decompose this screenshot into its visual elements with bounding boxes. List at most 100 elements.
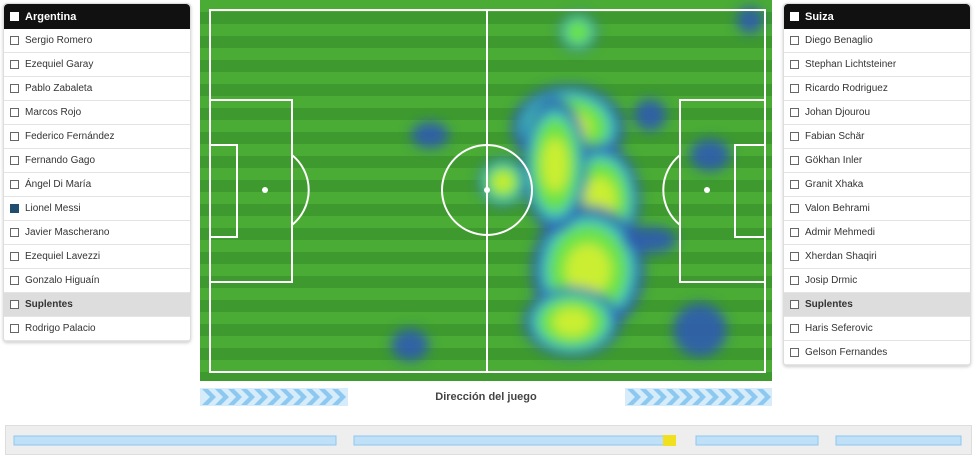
label: Gökhan Inler	[805, 155, 863, 166]
label: Rodrigo Palacio	[25, 323, 96, 334]
heat-blob	[493, 172, 513, 192]
heat-blob	[411, 121, 449, 149]
player-row[interactable]: Rodrigo Palacio	[4, 317, 190, 341]
label: Lionel Messi	[25, 203, 81, 214]
subs-header[interactable]: Suplentes	[4, 293, 190, 317]
heat-blob	[564, 18, 592, 46]
label: Xherdan Shaqiri	[805, 251, 877, 262]
heat-blob	[541, 137, 569, 193]
player-row[interactable]: Lionel Messi	[4, 197, 190, 221]
checkbox[interactable]	[10, 300, 19, 309]
checkbox[interactable]	[790, 132, 799, 141]
checkbox[interactable]	[790, 156, 799, 165]
player-row[interactable]: Javier Mascherano	[4, 221, 190, 245]
player-row[interactable]: Johan Djourou	[784, 101, 970, 125]
player-row[interactable]: Haris Seferovic	[784, 317, 970, 341]
arrow	[679, 389, 693, 405]
checkbox[interactable]	[10, 204, 19, 213]
arrow	[254, 389, 268, 405]
checkbox[interactable]	[790, 348, 799, 357]
checkbox[interactable]	[10, 228, 19, 237]
label: Haris Seferovic	[805, 323, 873, 334]
label: Valon Behrami	[805, 203, 870, 214]
player-row[interactable]: Marcos Rojo	[4, 101, 190, 125]
player-row[interactable]: Fernando Gago	[4, 149, 190, 173]
player-row[interactable]: Gonzalo Higuaín	[4, 269, 190, 293]
arrow	[744, 389, 758, 405]
label: Ezequiel Garay	[25, 59, 94, 70]
label: Diego Benaglio	[805, 35, 873, 46]
heat-blob	[623, 226, 677, 254]
team-header[interactable]: Argentina	[4, 4, 190, 29]
timeline	[5, 425, 972, 455]
player-row[interactable]: Xherdan Shaqiri	[784, 245, 970, 269]
label: Fabian Schär	[805, 131, 865, 142]
player-row[interactable]: Sergio Romero	[4, 29, 190, 53]
player-row[interactable]: Federico Fernández	[4, 125, 190, 149]
label: Johan Djourou	[805, 107, 871, 118]
checkbox[interactable]	[790, 60, 799, 69]
checkbox[interactable]	[790, 36, 799, 45]
goal-box	[209, 144, 238, 238]
checkbox[interactable]	[10, 132, 19, 141]
label: Sergio Romero	[25, 35, 93, 46]
team-header[interactable]: Suiza	[784, 4, 970, 29]
away-panel: Suiza Diego Benaglio Stephan Lichtsteiner R…	[783, 3, 971, 366]
checkbox[interactable]	[790, 252, 799, 261]
checkbox[interactable]	[10, 36, 19, 45]
arrow	[202, 389, 216, 405]
checkbox[interactable]	[10, 12, 19, 21]
timeline-segment	[835, 435, 962, 446]
checkbox[interactable]	[790, 300, 799, 309]
checkbox[interactable]	[790, 12, 799, 21]
checkbox[interactable]	[10, 156, 19, 165]
label: Javier Mascherano	[25, 227, 110, 238]
timeline-marker	[663, 435, 676, 446]
checkbox[interactable]	[790, 204, 799, 213]
arrow	[718, 389, 732, 405]
checkbox[interactable]	[10, 252, 19, 261]
checkbox[interactable]	[790, 324, 799, 333]
direction-arrows	[200, 388, 772, 406]
timeline-segment	[353, 435, 667, 446]
checkbox[interactable]	[10, 84, 19, 93]
player-row[interactable]: Ezequiel Garay	[4, 53, 190, 77]
player-row[interactable]: Admir Mehmedi	[784, 221, 970, 245]
heat-blob	[736, 6, 764, 34]
subs-header[interactable]: Suplentes	[784, 293, 970, 317]
player-row[interactable]: Pablo Zabaleta	[4, 77, 190, 101]
player-row[interactable]: Fabian Schär	[784, 125, 970, 149]
player-row[interactable]: Gelson Fernandes	[784, 341, 970, 365]
arrow	[241, 389, 255, 405]
checkbox[interactable]	[790, 108, 799, 117]
player-row[interactable]: Ezequiel Lavezzi	[4, 245, 190, 269]
checkbox[interactable]	[10, 180, 19, 189]
checkbox[interactable]	[10, 108, 19, 117]
player-row[interactable]: Gökhan Inler	[784, 149, 970, 173]
arrow	[228, 389, 242, 405]
penalty-arc	[291, 154, 310, 226]
heat-blob	[633, 98, 667, 132]
player-row[interactable]: Valon Behrami	[784, 197, 970, 221]
arrow	[757, 389, 771, 405]
player-row[interactable]: Ricardo Rodriguez	[784, 77, 970, 101]
player-row[interactable]: Josip Drmic	[784, 269, 970, 293]
player-row[interactable]: Diego Benaglio	[784, 29, 970, 53]
label: Argentina	[25, 10, 77, 23]
label: Josip Drmic	[805, 275, 858, 286]
checkbox[interactable]	[10, 60, 19, 69]
player-row[interactable]: Stephan Lichtsteiner	[784, 53, 970, 77]
checkbox[interactable]	[790, 276, 799, 285]
player-row[interactable]: Ángel Di María	[4, 173, 190, 197]
checkbox[interactable]	[790, 228, 799, 237]
checkbox[interactable]	[790, 84, 799, 93]
arrow	[332, 389, 346, 405]
label: Admir Mehmedi	[805, 227, 876, 238]
arrow	[267, 389, 281, 405]
checkbox[interactable]	[790, 180, 799, 189]
arrow	[666, 389, 680, 405]
checkbox[interactable]	[10, 324, 19, 333]
player-row[interactable]: Granit Xhaka	[784, 173, 970, 197]
checkbox[interactable]	[10, 276, 19, 285]
